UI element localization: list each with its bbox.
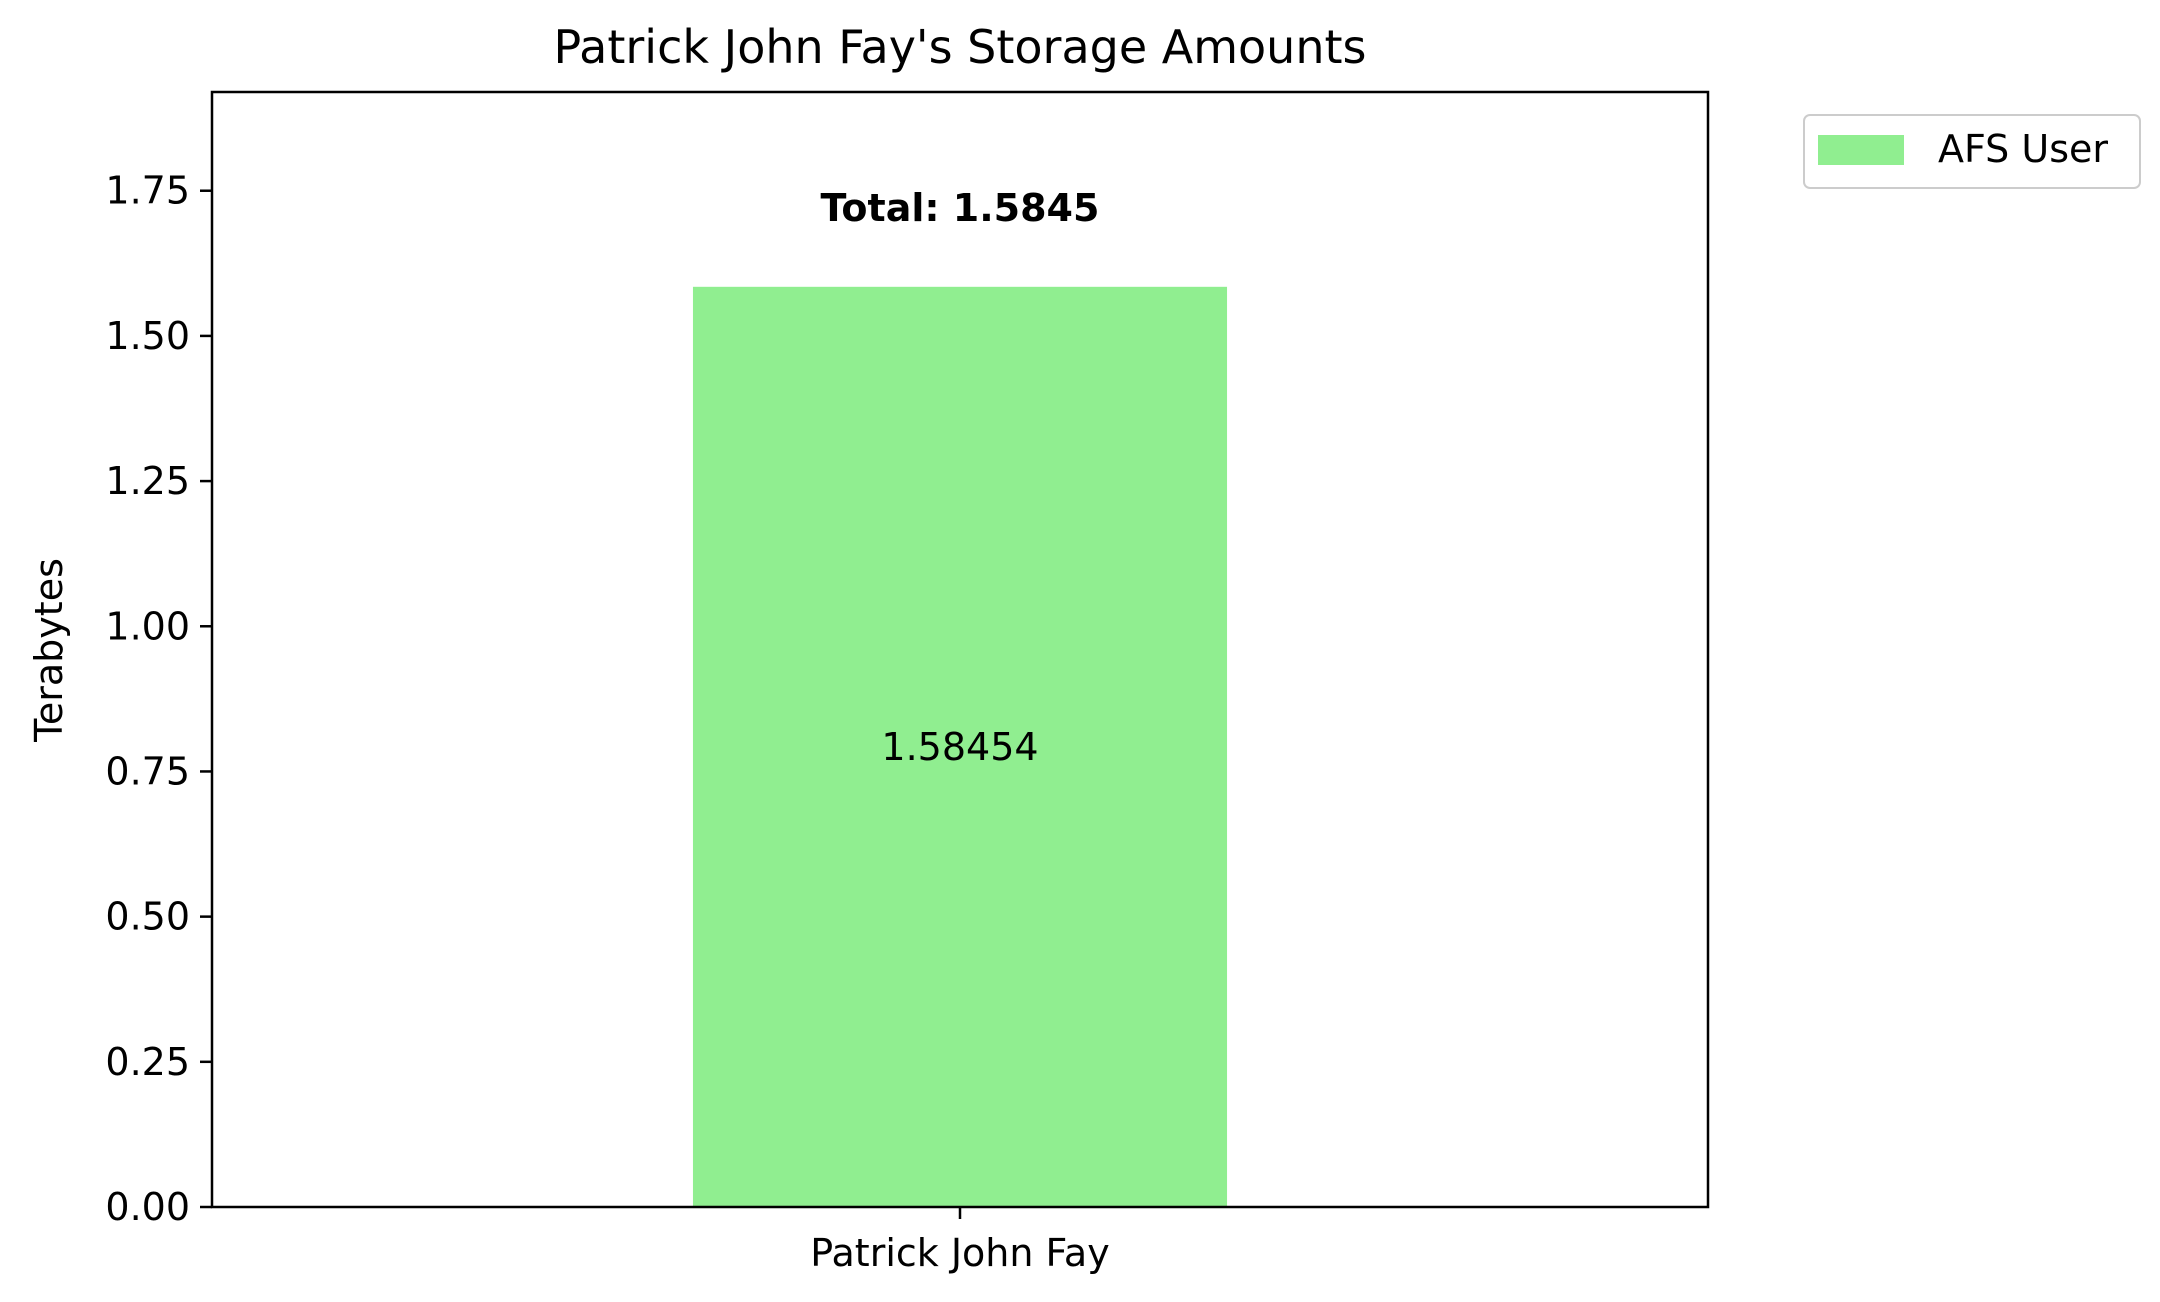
y-tick-label: 1.75 <box>105 169 190 213</box>
bars-layer <box>692 286 1228 1207</box>
bar-value-label: 1.58454 <box>881 725 1038 769</box>
y-tick-label: 1.50 <box>105 314 190 358</box>
bar <box>692 286 1228 1207</box>
total-labels: Total: 1.5845 <box>821 186 1100 230</box>
legend-swatch-afs-user <box>1818 135 1904 165</box>
bar-value-labels: 1.58454 <box>881 725 1038 769</box>
y-tick-label: 0.50 <box>105 895 190 939</box>
y-tick-label: 0.75 <box>105 749 190 793</box>
total-label: Total: 1.5845 <box>821 186 1100 230</box>
y-tick-label: 1.00 <box>105 604 190 648</box>
y-tick-label: 0.25 <box>105 1040 190 1084</box>
y-tick-label: 0.00 <box>105 1185 190 1229</box>
y-tick-label: 1.25 <box>105 459 190 503</box>
chart-title: Patrick John Fay's Storage Amounts <box>554 20 1367 74</box>
y-axis-label: Terabytes <box>27 558 71 743</box>
legend: AFS User <box>1803 114 2141 189</box>
legend-frame <box>1803 114 2141 189</box>
legend-label-afs-user: AFS User <box>1938 127 2108 171</box>
x-axis-ticks: Patrick John Fay <box>810 1207 1110 1275</box>
y-axis-ticks: 0.00 0.25 0.50 0.75 1.00 1.25 1.50 1.75 <box>105 169 212 1229</box>
x-tick-label: Patrick John Fay <box>810 1231 1109 1275</box>
